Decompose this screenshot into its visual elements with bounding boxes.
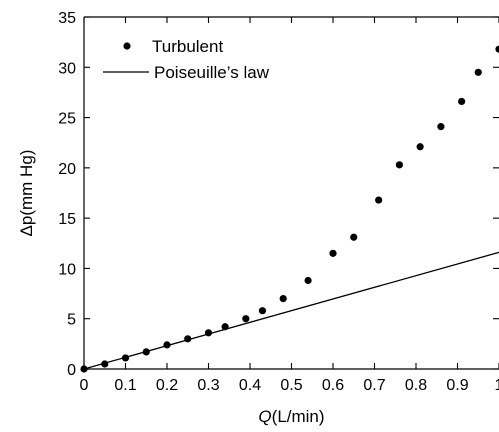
y-tick-label: 20 xyxy=(58,161,76,178)
y-tick-label: 5 xyxy=(67,312,76,329)
data-point-turbulent xyxy=(258,307,267,315)
y-tick-label: 30 xyxy=(58,60,76,77)
y-axis-label: Δp(mm Hg) xyxy=(17,150,36,237)
data-point-turbulent xyxy=(221,323,229,331)
x-axis-symbol: Q xyxy=(258,407,271,426)
data-point-turbulent xyxy=(80,365,88,373)
y-tick-label: 35 xyxy=(58,10,76,27)
x-tick-label: 0.2 xyxy=(156,377,178,394)
data-point-turbulent xyxy=(375,196,383,204)
x-tick-label: 0.4 xyxy=(239,377,261,394)
legend-label-turbulent: Turbulent xyxy=(152,37,223,56)
data-point-turbulent xyxy=(279,295,287,303)
plot-area xyxy=(80,45,499,373)
data-point-turbulent xyxy=(329,249,337,257)
x-tick-label: 0.5 xyxy=(280,377,302,394)
y-tick-label: 15 xyxy=(58,211,76,228)
x-tick-label: 0 xyxy=(80,377,89,394)
data-point-turbulent xyxy=(458,97,466,106)
data-point-turbulent xyxy=(437,123,445,131)
data-point-turbulent xyxy=(495,45,499,53)
series-line-poiseuille xyxy=(83,251,499,370)
x-axis-label: Q(L/min) xyxy=(258,407,324,426)
data-point-turbulent xyxy=(184,335,192,343)
legend-label-poiseuille: Poiseuille’s law xyxy=(154,63,270,82)
data-point-turbulent xyxy=(142,348,150,356)
data-point-turbulent xyxy=(242,315,250,323)
legend-marker-turbulent xyxy=(123,42,131,50)
x-axis-ticks: 0 0.1 0.2 0.3 0.4 0.5 0.6 0.7 0.8 0.9 1 xyxy=(80,17,499,394)
y-tick-label: 25 xyxy=(58,111,76,128)
data-point-turbulent xyxy=(474,68,482,76)
data-point-turbulent xyxy=(204,329,213,337)
data-point-turbulent xyxy=(101,360,109,368)
x-axis-unit: (L/min) xyxy=(272,407,325,426)
axes xyxy=(83,16,499,370)
x-tick-label: 1 xyxy=(495,377,499,394)
data-point-turbulent xyxy=(416,143,424,151)
data-point-turbulent xyxy=(350,233,358,241)
x-tick-label: 0.6 xyxy=(322,377,344,394)
x-tick-label: 0.1 xyxy=(114,377,136,394)
y-axis-symbol: Δp xyxy=(17,216,36,237)
y-tick-label: 10 xyxy=(58,261,76,278)
data-point-turbulent xyxy=(121,354,130,362)
data-point-turbulent xyxy=(395,161,403,169)
y-axis-ticks: 0 5 10 15 20 25 30 35 xyxy=(58,10,499,379)
legend: Turbulent Poiseuille’s law xyxy=(103,37,270,82)
x-tick-label: 0.7 xyxy=(363,377,385,394)
data-point-turbulent xyxy=(163,341,171,349)
data-point-turbulent xyxy=(304,276,312,285)
y-tick-label: 0 xyxy=(67,362,76,379)
x-tick-label: 0.9 xyxy=(446,377,468,394)
x-tick-label: 0.8 xyxy=(405,377,427,394)
x-tick-label: 0.3 xyxy=(197,377,219,394)
y-axis-unit: (mm Hg) xyxy=(17,150,36,216)
